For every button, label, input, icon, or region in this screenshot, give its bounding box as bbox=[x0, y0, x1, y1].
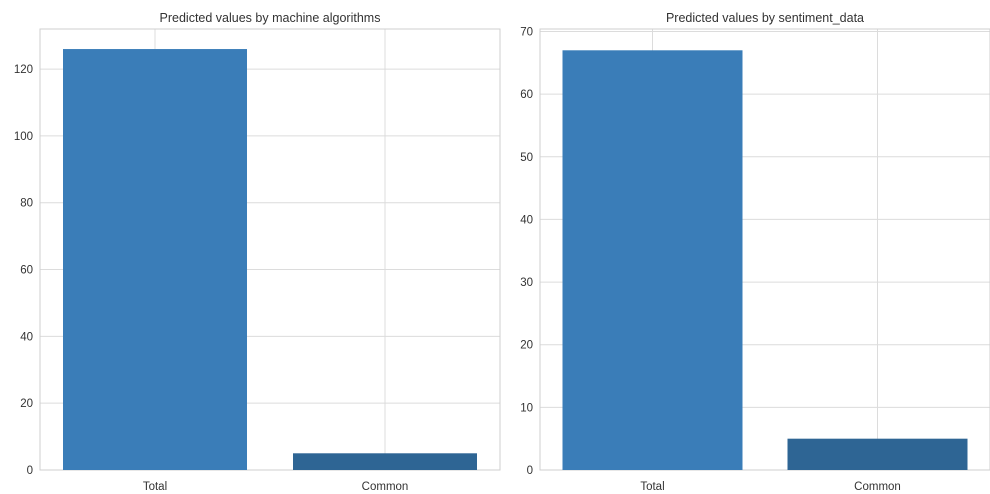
y-tick-label: 60 bbox=[20, 265, 33, 277]
y-tick-label: 70 bbox=[520, 27, 533, 39]
y-tick-label: 60 bbox=[520, 89, 533, 101]
bar-common bbox=[293, 453, 477, 470]
y-tick-label: 40 bbox=[20, 331, 33, 343]
y-tick-label: 50 bbox=[520, 152, 533, 164]
bar-total bbox=[562, 50, 743, 471]
y-tick-label: 10 bbox=[520, 402, 533, 414]
y-tick-label: 80 bbox=[20, 198, 33, 210]
axes-frame bbox=[39, 28, 501, 471]
y-tick-label: 30 bbox=[520, 277, 533, 289]
y-tick-label: 0 bbox=[527, 465, 533, 477]
y-tick-label: 20 bbox=[520, 340, 533, 352]
axes-frame bbox=[539, 28, 990, 471]
chart-1: 0 20 40 60 80 100 120 Total Common Predicted valu… bbox=[14, 11, 501, 493]
chart-title: Predicted values by sentiment_data bbox=[666, 11, 864, 25]
chart-title: Predicted values by machine algorithms bbox=[160, 11, 381, 25]
x-tick-label-total: Total bbox=[143, 481, 167, 493]
y-tick-label: 20 bbox=[20, 398, 33, 410]
y-tick-label: 0 bbox=[27, 465, 33, 477]
bar-total bbox=[63, 49, 247, 470]
y-tick-label: 120 bbox=[14, 64, 33, 76]
y-tick-label: 40 bbox=[520, 214, 533, 226]
bar-common bbox=[787, 438, 968, 470]
x-tick-label-total: Total bbox=[640, 481, 664, 493]
y-tick-label: 100 bbox=[14, 131, 33, 143]
chart-2: 0 10 20 30 40 50 60 70 Total Common Predicted valu… bbox=[520, 11, 990, 493]
x-tick-label-common: Common bbox=[362, 481, 409, 493]
x-tick-label-common: Common bbox=[854, 481, 901, 493]
